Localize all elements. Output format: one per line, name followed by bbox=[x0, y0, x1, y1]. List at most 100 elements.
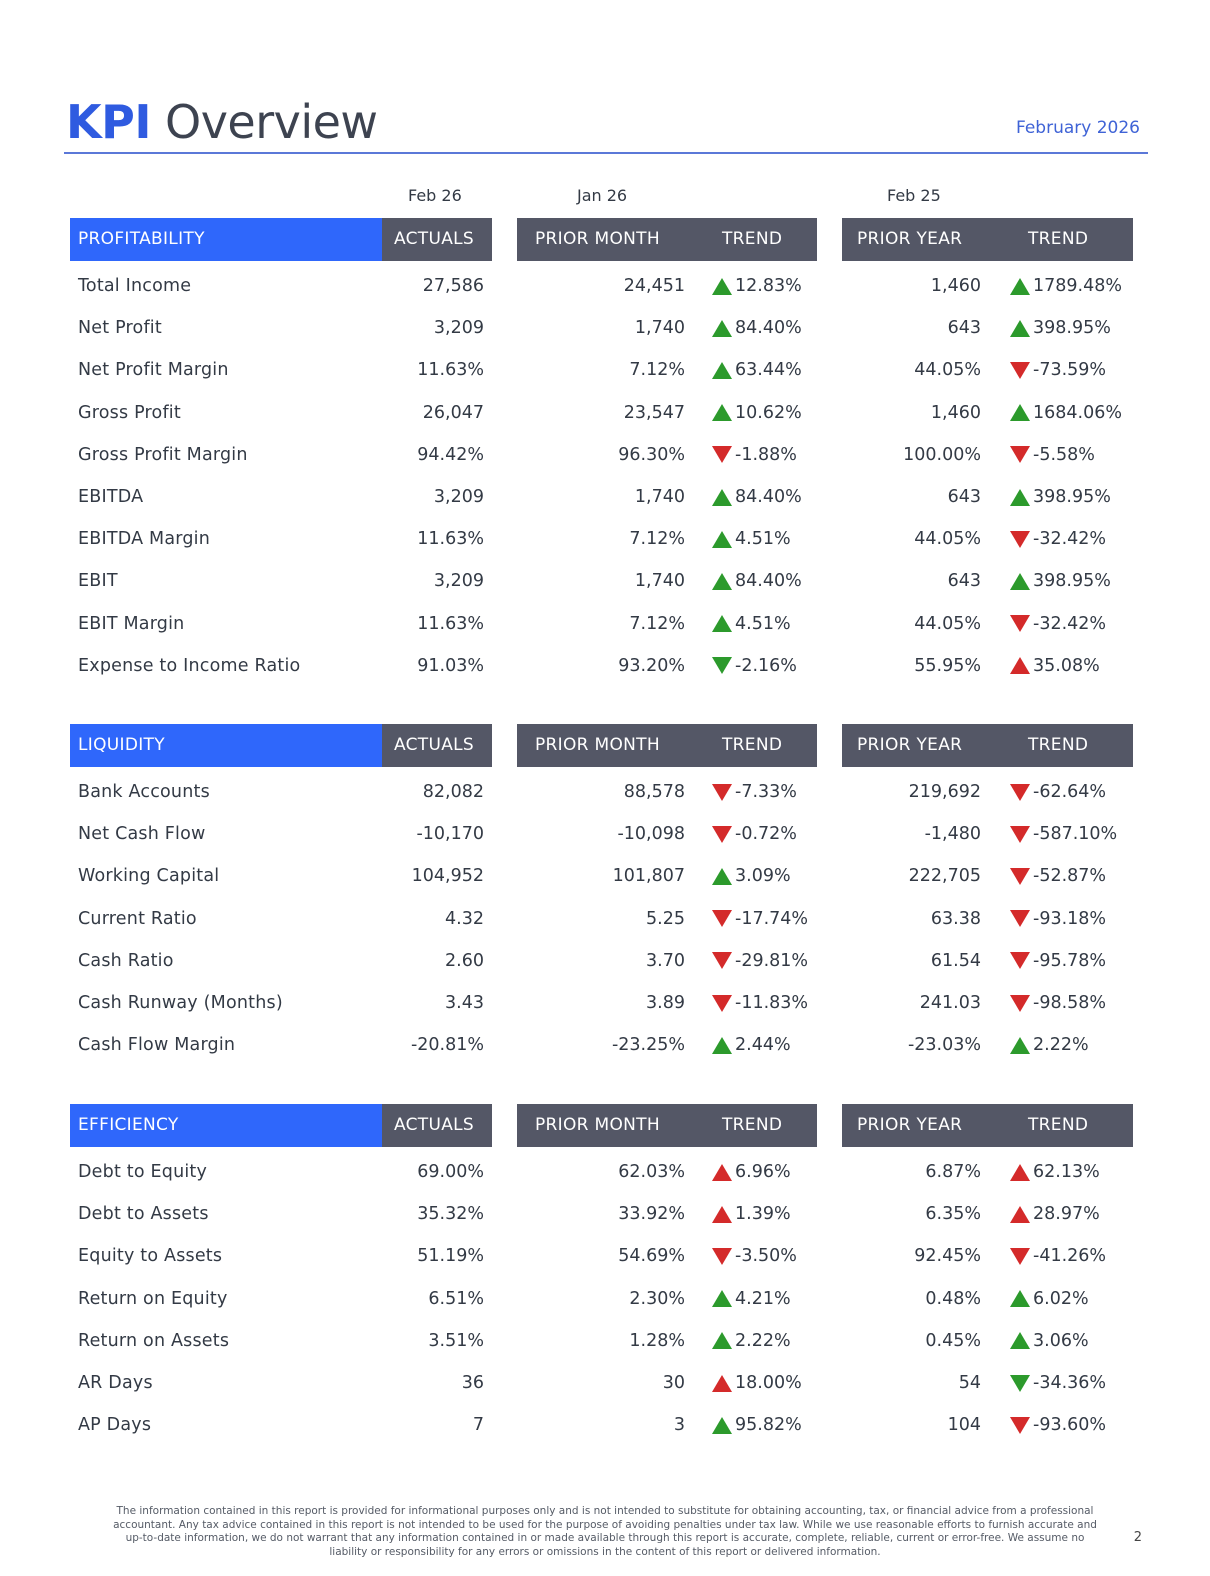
prior-year-value: 44.05% bbox=[914, 360, 981, 381]
prior-month-trend: 2.44% bbox=[712, 1030, 822, 1060]
page-number: 2 bbox=[1133, 1530, 1142, 1545]
actuals-label: ACTUALS bbox=[394, 229, 475, 249]
trend-value: 398.95% bbox=[1033, 571, 1111, 592]
metric-label: Debt to Assets bbox=[78, 1204, 209, 1225]
trend-label: TREND bbox=[1028, 735, 1089, 755]
prior-month-trend: 4.21% bbox=[712, 1284, 822, 1314]
trend-down-arrow-icon bbox=[1010, 615, 1030, 633]
prior-year-trend: -98.58% bbox=[1010, 988, 1130, 1018]
metric-label: Debt to Equity bbox=[78, 1162, 208, 1182]
prior-month-value: 23,547 bbox=[623, 402, 685, 423]
prior-year-trend: -95.78% bbox=[1010, 946, 1130, 976]
prior-year-trend: -62.64% bbox=[1010, 777, 1130, 807]
prior-month-trend: 84.40% bbox=[712, 566, 822, 596]
prior-month-value: 7.12% bbox=[629, 613, 685, 634]
actual-value: 91.03% bbox=[417, 655, 484, 676]
actual-value: 3,209 bbox=[433, 487, 484, 507]
table-row: Debt to Assets 35.32% 33.92% 1.39% 6.35% 28.9… bbox=[0, 1199, 1210, 1241]
actual-value: 35.32% bbox=[417, 1204, 484, 1225]
prior-month-value: 2.30% bbox=[629, 1288, 685, 1309]
actual-value: 6.51% bbox=[428, 1288, 484, 1309]
prior-year-value: -23.03% bbox=[907, 1035, 981, 1056]
prior-month-value: 1.28% bbox=[629, 1330, 685, 1351]
trend-value: -587.10% bbox=[1033, 824, 1118, 845]
actual-value: 3.43 bbox=[445, 993, 484, 1013]
title-overview: Overview bbox=[164, 95, 378, 149]
prior-month-value: 1,740 bbox=[634, 318, 685, 339]
trend-value: 3.09% bbox=[735, 866, 791, 887]
actual-value: 69.00% bbox=[417, 1162, 484, 1182]
trend-down-arrow-icon bbox=[1010, 825, 1030, 843]
trend-value: -93.60% bbox=[1033, 1415, 1107, 1436]
prior-year-trend: 398.95% bbox=[1010, 313, 1130, 343]
trend-value: -93.18% bbox=[1033, 908, 1107, 929]
table-row: AP Days 7 3 95.82% 104 -93.60% bbox=[0, 1410, 1210, 1452]
metric-label: EBIT bbox=[78, 571, 118, 592]
trend-value: 95.82% bbox=[735, 1415, 802, 1436]
actuals-header: ACTUALS bbox=[382, 724, 492, 767]
period-actuals: Feb 26 bbox=[408, 186, 462, 205]
prior-year-trend: -5.58% bbox=[1010, 440, 1130, 470]
trend-value: 62.13% bbox=[1033, 1162, 1100, 1182]
prior-month-value: 7.12% bbox=[629, 529, 685, 550]
metric-label: Cash Runway (Months) bbox=[78, 993, 283, 1013]
trend-value: 84.40% bbox=[735, 571, 802, 592]
prior-year-trend: -34.36% bbox=[1010, 1368, 1130, 1398]
prior-year-header: PRIOR YEAR TREND bbox=[842, 1104, 1133, 1147]
trend-value: -0.72% bbox=[735, 824, 797, 845]
prior-year-value: 100.00% bbox=[903, 444, 981, 465]
table-row: Cash Runway (Months) 3.43 3.89 -11.83% 241.0… bbox=[0, 988, 1210, 1030]
table-row: Equity to Assets 51.19% 54.69% -3.50% 92.45%… bbox=[0, 1241, 1210, 1283]
prior-month-trend: 6.96% bbox=[712, 1157, 822, 1187]
table-row: Cash Ratio 2.60 3.70 -29.81% 61.54 -95.78% bbox=[0, 946, 1210, 988]
trend-value: -52.87% bbox=[1033, 866, 1107, 887]
table-row: Total Income 27,586 24,451 12.83% 1,460 1789.… bbox=[0, 271, 1210, 313]
table-row: AR Days 36 30 18.00% 54 -34.36% bbox=[0, 1368, 1210, 1410]
disclaimer: The information contained in this report… bbox=[113, 1505, 1097, 1558]
prior-year-trend: -587.10% bbox=[1010, 819, 1130, 849]
prior-month-value: 7.12% bbox=[629, 360, 685, 381]
section-header: PROFITABILITY bbox=[70, 218, 382, 261]
trend-up-arrow-icon bbox=[1010, 1163, 1030, 1181]
prior-year-value: 1,460 bbox=[930, 402, 981, 423]
prior-year-trend: 62.13% bbox=[1010, 1157, 1130, 1187]
prior-month-label: PRIOR MONTH bbox=[535, 1115, 660, 1135]
trend-value: -11.83% bbox=[735, 993, 809, 1013]
table-row: Net Profit Margin 11.63% 7.12% 63.44% 44.05%… bbox=[0, 355, 1210, 397]
prior-month-label: PRIOR MONTH bbox=[535, 735, 660, 755]
prior-year-value: 219,692 bbox=[908, 782, 981, 802]
actual-value: 11.63% bbox=[417, 360, 484, 381]
trend-up-arrow-icon bbox=[712, 530, 732, 548]
trend-value: -41.26% bbox=[1033, 1246, 1107, 1267]
trend-down-arrow-icon bbox=[1010, 1416, 1030, 1434]
prior-year-trend: 1789.48% bbox=[1010, 271, 1130, 301]
prior-month-trend: 4.51% bbox=[712, 609, 822, 639]
prior-year-value: 222,705 bbox=[908, 866, 981, 887]
actual-value: 27,586 bbox=[422, 276, 484, 296]
trend-value: 4.51% bbox=[735, 529, 791, 550]
actual-value: 4.32 bbox=[445, 908, 484, 929]
prior-month-trend: -0.72% bbox=[712, 819, 822, 849]
trend-up-arrow-icon bbox=[712, 1163, 732, 1181]
prior-year-value: 6.87% bbox=[925, 1162, 981, 1182]
trend-value: -5.58% bbox=[1033, 444, 1095, 465]
metric-label: Total Income bbox=[78, 276, 192, 296]
trend-value: 1789.48% bbox=[1033, 276, 1122, 296]
trend-up-arrow-icon bbox=[1010, 277, 1030, 295]
prior-year-trend: 398.95% bbox=[1010, 566, 1130, 596]
prior-year-label: PRIOR YEAR bbox=[857, 735, 963, 755]
actuals-label: ACTUALS bbox=[394, 735, 475, 755]
actual-value: 3,209 bbox=[433, 318, 484, 339]
trend-up-arrow-icon bbox=[1010, 1290, 1030, 1308]
metric-label: EBIT Margin bbox=[78, 613, 185, 634]
trend-value: -29.81% bbox=[735, 950, 809, 971]
trend-down-arrow-icon bbox=[1010, 952, 1030, 970]
prior-month-label: PRIOR MONTH bbox=[535, 229, 660, 249]
trend-value: 2.22% bbox=[1033, 1035, 1089, 1056]
actual-value: 36 bbox=[461, 1373, 484, 1393]
report-date: February 2026 bbox=[1016, 118, 1140, 138]
trend-value: 2.22% bbox=[735, 1330, 791, 1351]
table-row: Current Ratio 4.32 5.25 -17.74% 63.38 -93.18% bbox=[0, 904, 1210, 946]
trend-value: 398.95% bbox=[1033, 487, 1111, 507]
metric-label: Gross Profit Margin bbox=[78, 444, 248, 465]
